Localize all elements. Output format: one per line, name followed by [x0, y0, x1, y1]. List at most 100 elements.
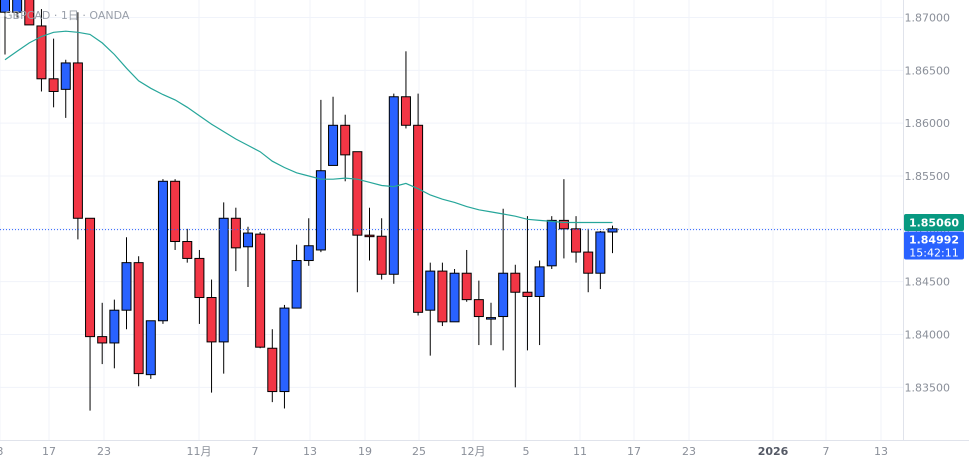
candle-body — [558, 219, 569, 230]
grid — [0, 0, 903, 440]
candle-body — [583, 251, 594, 274]
candle-body — [376, 235, 387, 275]
candle — [133, 256, 144, 387]
candle-body — [413, 124, 424, 313]
candle — [109, 299, 120, 369]
candle — [243, 226, 253, 287]
candle — [437, 262, 448, 327]
candle-body — [498, 272, 509, 318]
candle — [12, 0, 23, 18]
candles — [0, 0, 618, 411]
candle — [352, 151, 363, 293]
candle — [157, 179, 168, 324]
candle — [36, 9, 47, 92]
candle-body — [170, 180, 181, 243]
candle — [97, 302, 108, 365]
candle — [303, 218, 314, 266]
candle-body — [595, 231, 606, 274]
candle-body — [437, 270, 448, 323]
candle — [388, 93, 399, 284]
moving-average-line — [4, 30, 613, 224]
candle — [121, 237, 132, 330]
last-price-badge-text: 1.84992 — [909, 233, 959, 246]
time-tick-label: 25 — [412, 445, 426, 458]
candle — [72, 12, 83, 240]
candle — [400, 51, 411, 129]
candle — [413, 93, 424, 316]
ma-price-badge — [904, 213, 964, 231]
candle — [486, 302, 496, 346]
time-tick-label: 7 — [823, 445, 830, 458]
candle-body — [36, 25, 47, 80]
candle-body — [522, 291, 533, 297]
time-tick-label: 2026 — [758, 445, 789, 458]
last-price-badge — [904, 231, 964, 260]
candle — [607, 225, 618, 254]
candle-body — [291, 260, 302, 309]
candle — [328, 96, 339, 166]
candle — [510, 264, 521, 388]
candle — [340, 114, 351, 182]
time-tick-label: 5 — [523, 445, 530, 458]
candle — [473, 280, 484, 346]
candle — [194, 249, 205, 324]
candle — [24, 0, 35, 26]
price-tick-label: 1.84500 — [905, 276, 951, 289]
candle-body — [157, 180, 168, 322]
candle-body — [255, 233, 266, 348]
time-tick-label: 13 — [303, 445, 317, 458]
candle-body — [85, 217, 96, 338]
candle — [449, 268, 460, 323]
time-tick-label: 17 — [627, 445, 641, 458]
candle — [364, 207, 375, 261]
candle-body — [230, 217, 241, 249]
price-badges: 1.85060 1.84992 15:42:11 — [904, 213, 964, 260]
candle — [255, 232, 266, 349]
candle-body — [97, 336, 108, 344]
candle-body — [303, 245, 314, 262]
time-tick-label: 7 — [252, 445, 259, 458]
candle-body — [425, 270, 436, 311]
price-tick-label: 1.83500 — [905, 381, 951, 394]
candle-body — [60, 62, 71, 90]
time-tick-label: 23 — [682, 445, 696, 458]
candle-body — [486, 317, 496, 320]
bar-countdown-text: 15:42:11 — [909, 246, 958, 259]
candle-body — [534, 266, 545, 297]
candle — [315, 99, 326, 253]
candle — [60, 59, 71, 118]
candle — [291, 244, 302, 309]
candle-body — [182, 241, 193, 259]
time-tick-label: 23 — [97, 445, 111, 458]
candle — [558, 179, 569, 259]
candle-body — [24, 0, 35, 26]
time-tick-label: 12月 — [461, 445, 486, 458]
candle — [376, 218, 387, 280]
time-tick-label: 19 — [358, 445, 372, 458]
candle-body — [364, 234, 375, 238]
price-tick-label: 1.84000 — [905, 329, 951, 342]
time-axis[interactable]: 3 17 23 11月 7 13 19 25 12月 5 11 17 23 2026 7 13 — [0, 445, 888, 458]
candle-body — [400, 96, 411, 126]
candle-body — [340, 124, 351, 156]
candle-body — [571, 228, 582, 253]
candle-body — [243, 232, 253, 248]
candle — [170, 179, 181, 250]
candle-body — [72, 62, 83, 219]
candle — [546, 216, 557, 269]
time-tick-label: 11月 — [187, 445, 212, 458]
candle — [595, 230, 606, 290]
candle-body — [473, 299, 484, 318]
price-tick-label: 1.86000 — [905, 117, 951, 130]
symbol-label: GBPCAD · 1日 · OANDA — [4, 9, 130, 22]
candle-body — [328, 124, 339, 166]
candle — [498, 208, 509, 351]
candle-body — [206, 297, 217, 343]
price-tick-label: 1.85500 — [905, 170, 951, 183]
candle-body — [546, 219, 557, 267]
candle — [425, 262, 436, 356]
candle — [267, 329, 278, 403]
candle-body — [0, 0, 10, 13]
candle — [85, 217, 96, 411]
